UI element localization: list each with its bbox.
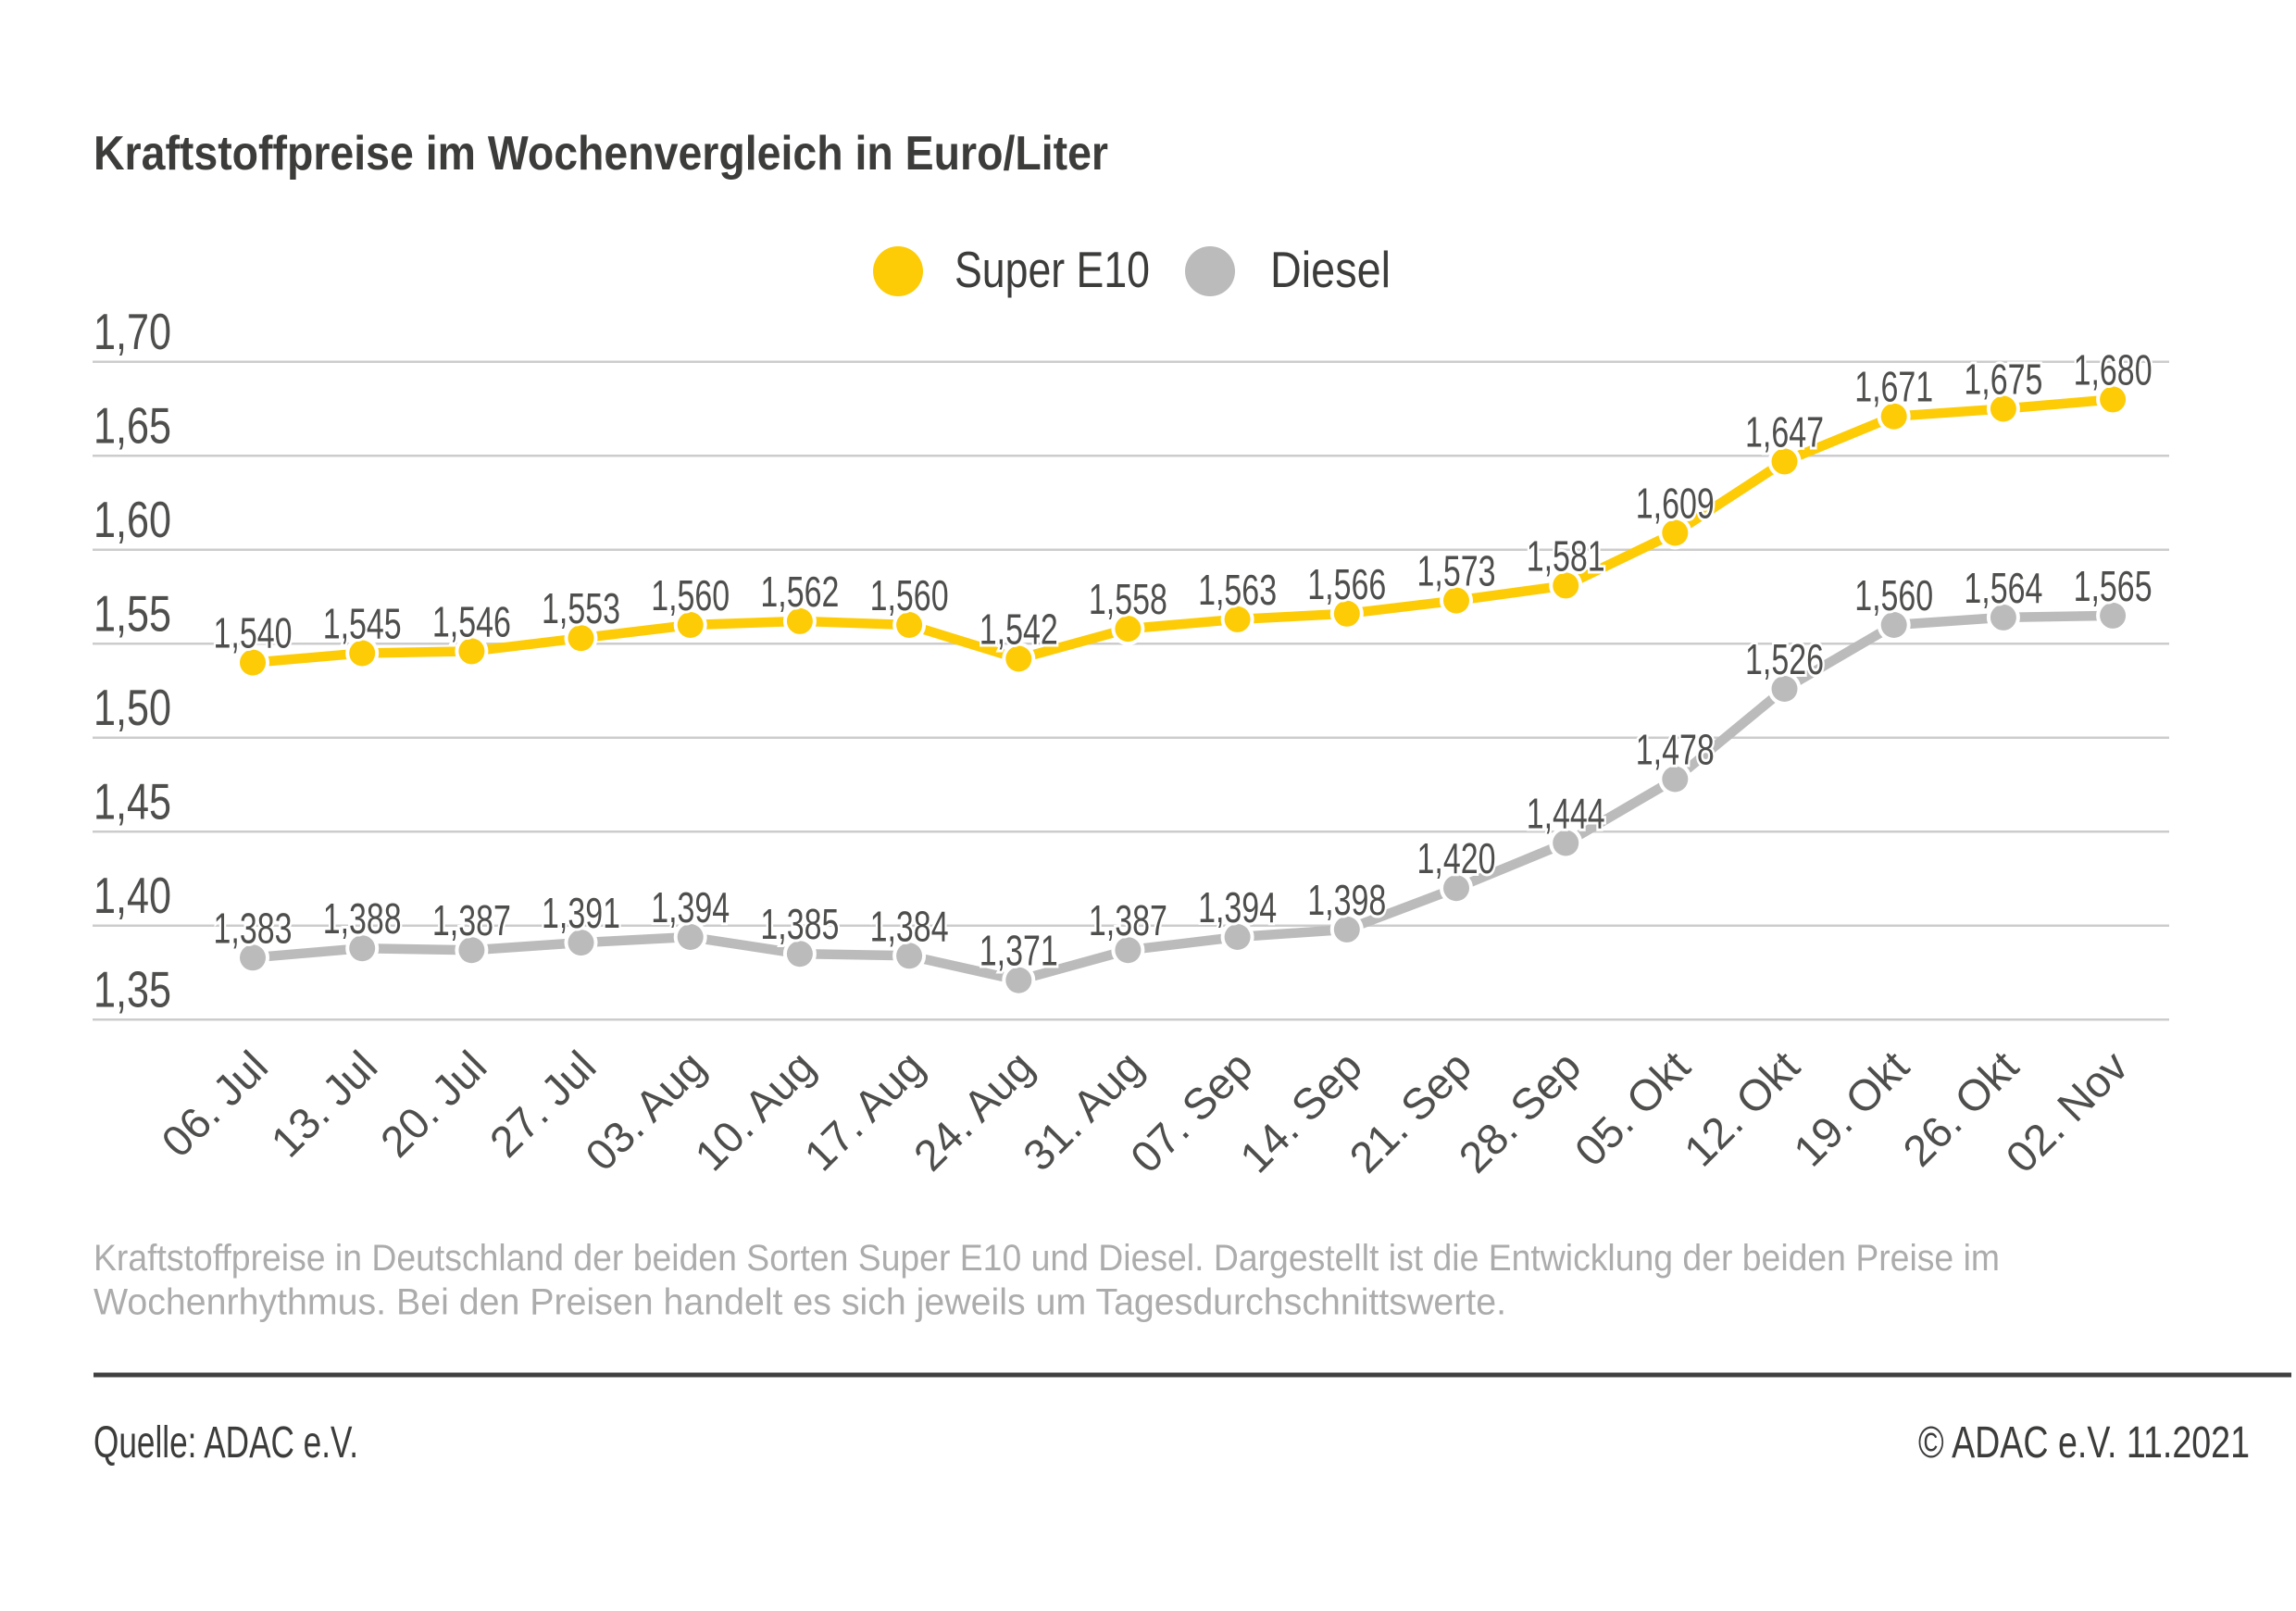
svg-text:1,671: 1,671 [1854,363,1933,411]
svg-text:1,558: 1,558 [1089,575,1167,623]
svg-text:1,384: 1,384 [870,902,949,950]
svg-text:1,420: 1,420 [1417,834,1496,882]
svg-text:1,675: 1,675 [1964,356,2042,404]
svg-text:1,383: 1,383 [214,904,293,952]
svg-text:1,371: 1,371 [980,927,1058,975]
svg-text:Kraftstoffpreise im Wochenverg: Kraftstoffpreise im Wochenvergleich in E… [94,127,1108,181]
svg-text:1,388: 1,388 [323,894,402,943]
svg-text:1,55: 1,55 [94,584,171,642]
svg-text:Super E10: Super E10 [955,241,1150,298]
svg-text:1,394: 1,394 [1198,883,1277,931]
svg-text:Kraftstoffpreise in Deutschlan: Kraftstoffpreise in Deutschland der beid… [94,1238,2000,1279]
svg-text:1,478: 1,478 [1636,726,1715,774]
svg-text:Diesel: Diesel [1270,241,1391,298]
svg-text:1,398: 1,398 [1307,876,1386,924]
svg-text:1,45: 1,45 [94,772,171,830]
svg-text:1,542: 1,542 [980,606,1058,654]
svg-text:1,545: 1,545 [323,600,402,648]
svg-text:1,560: 1,560 [870,571,949,619]
svg-text:1,560: 1,560 [651,571,730,619]
svg-text:1,40: 1,40 [94,867,171,924]
svg-text:1,546: 1,546 [432,597,511,645]
svg-text:1,560: 1,560 [1854,571,1933,619]
svg-text:1,566: 1,566 [1307,560,1386,608]
svg-text:1,647: 1,647 [1745,407,1824,456]
svg-text:1,573: 1,573 [1417,547,1496,595]
svg-text:1,60: 1,60 [94,491,171,548]
svg-text:1,553: 1,553 [542,584,620,632]
svg-text:© ADAC e.V. 11.2021: © ADAC e.V. 11.2021 [1918,1418,2250,1467]
svg-text:1,387: 1,387 [432,896,511,944]
svg-text:1,609: 1,609 [1636,480,1715,528]
svg-text:1,562: 1,562 [760,568,839,616]
svg-text:1,540: 1,540 [214,609,293,657]
svg-text:1,680: 1,680 [2074,345,2152,393]
svg-text:1,50: 1,50 [94,679,171,736]
svg-text:1,444: 1,444 [1527,790,1605,838]
svg-text:1,385: 1,385 [760,900,839,948]
svg-text:1,563: 1,563 [1198,566,1277,614]
svg-text:1,70: 1,70 [94,303,171,360]
svg-text:1,65: 1,65 [94,396,171,454]
svg-text:1,565: 1,565 [2074,562,2152,610]
svg-text:Quelle: ADAC e.V.: Quelle: ADAC e.V. [94,1418,358,1467]
svg-text:1,394: 1,394 [651,883,730,931]
svg-text:Wochenrhythmus. Bei den Preise: Wochenrhythmus. Bei den Preisen handelt … [94,1282,1506,1323]
svg-text:1,581: 1,581 [1527,531,1605,580]
svg-text:1,387: 1,387 [1089,896,1167,944]
svg-text:1,526: 1,526 [1745,635,1824,683]
svg-text:1,35: 1,35 [94,960,171,1018]
svg-text:1,564: 1,564 [1964,564,2042,612]
svg-text:1,391: 1,391 [542,889,620,937]
